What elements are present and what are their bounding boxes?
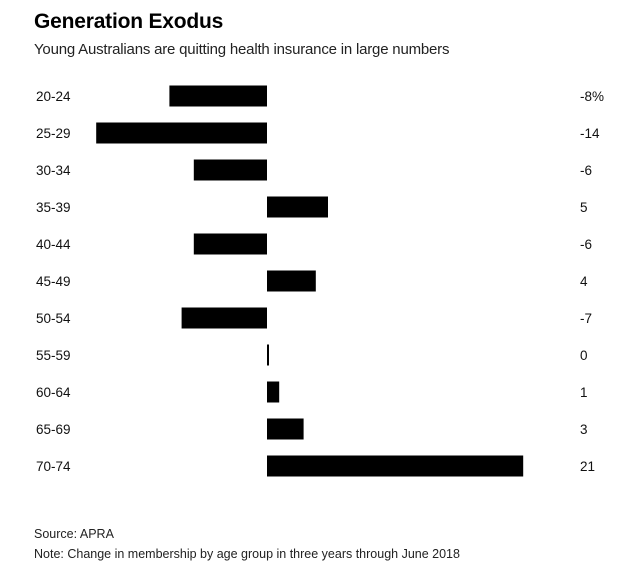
source-note: Source: APRA <box>34 527 114 541</box>
value-label: 5 <box>580 200 588 215</box>
category-label: 60-64 <box>36 385 71 400</box>
value-label: 3 <box>580 422 588 437</box>
category-label: 30-34 <box>36 163 71 178</box>
category-label: 35-39 <box>36 200 71 215</box>
value-label: -7 <box>580 311 592 326</box>
footnote: Note: Change in membership by age group … <box>34 547 460 561</box>
category-label: 50-54 <box>36 311 71 326</box>
value-label: -8% <box>580 89 604 104</box>
bar <box>169 85 267 107</box>
bar <box>267 196 328 218</box>
bar <box>267 455 524 477</box>
category-label: 25-29 <box>36 126 71 141</box>
category-label: 70-74 <box>36 459 71 474</box>
value-label: -6 <box>580 237 592 252</box>
chart-subtitle: Young Australians are quitting health in… <box>34 41 450 58</box>
value-label: -6 <box>580 163 592 178</box>
bar <box>193 159 267 181</box>
value-label: 21 <box>580 459 595 474</box>
category-label: 40-44 <box>36 237 71 252</box>
bar <box>181 307 267 329</box>
value-label: 1 <box>580 385 588 400</box>
bar <box>267 418 304 440</box>
value-label: -14 <box>580 126 600 141</box>
value-label: 0 <box>580 348 588 363</box>
value-label: 4 <box>580 274 588 289</box>
bar-chart: 20-24 -8% 25-29 -14 30-34 -6 35-39 5 40-44 -6 45-4… <box>36 85 604 477</box>
bar <box>267 270 316 292</box>
bar <box>96 122 267 144</box>
category-label: 55-59 <box>36 348 71 363</box>
category-label: 45-49 <box>36 274 71 289</box>
chart-title: Generation Exodus <box>34 10 224 33</box>
bar <box>193 233 267 255</box>
bar <box>267 381 280 403</box>
category-label: 65-69 <box>36 422 71 437</box>
bar <box>267 344 269 366</box>
category-label: 20-24 <box>36 89 71 104</box>
